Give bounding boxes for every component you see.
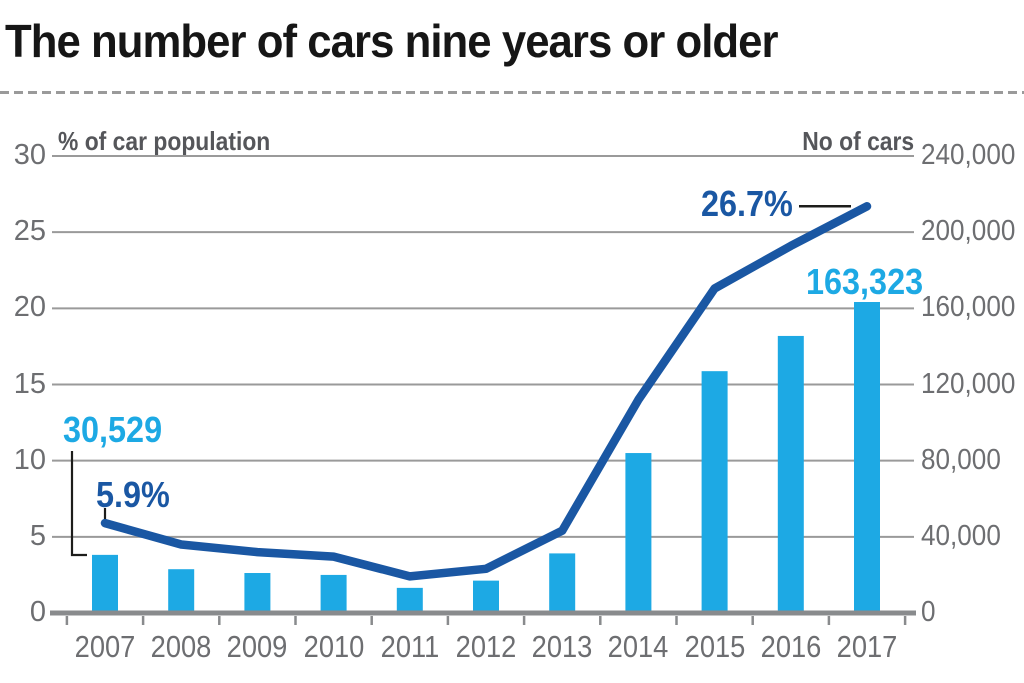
y-axis-label-right-160000: 160,000 [921,291,1016,324]
x-axis-label-2008: 2008 [150,629,212,664]
y-axis-label-right-0: 0 [921,596,936,628]
y-axis-label-left-20: 20 [13,291,46,324]
bar-2011 [396,587,423,613]
bar-2016 [777,335,804,613]
y-axis-label-left-15: 15 [13,367,46,400]
bar-2015 [701,371,728,613]
leader-bracket-30529 [70,451,87,557]
x-axis-label-2012: 2012 [455,629,517,664]
bar-2010 [320,574,347,613]
bar-2017 [854,302,880,613]
x-axis-label-2014: 2014 [608,629,669,664]
y-axis-label-right-120000: 120,000 [921,367,1016,400]
bar-2014 [625,453,652,613]
y-axis-label-right-40000: 40,000 [921,519,1001,552]
x-axis-label-2016: 2016 [760,629,822,664]
y-axis-label-right-200000: 200,000 [921,215,1016,248]
x-axis-label-2009: 2009 [227,629,288,664]
x-axis-label-2017: 2017 [836,629,898,664]
bar-2007 [92,554,118,613]
x-axis-label-2015: 2015 [684,629,745,664]
annotation-2017-cars: 163,323 [806,261,924,302]
percentage-trend-line [100,202,872,581]
y-axis-label-left-10: 10 [13,443,46,476]
right-axis-title: No of cars [802,126,914,156]
annotation-2007-percent: 5.9% [96,474,170,515]
x-axis-label-2007: 2007 [74,629,136,664]
y-axis-label-left-0: 0 [29,596,46,628]
x-axis-label-2011: 2011 [380,629,440,664]
bar-2013 [549,553,576,613]
annotation-2017-percent: 26.7% [701,183,793,224]
dashed-separator [0,91,1024,94]
bar-2012 [473,580,499,613]
y-axis-label-right-80000: 80,000 [921,443,1001,476]
x-axis-label-2010: 2010 [303,629,364,664]
x-axis-label-2013: 2013 [531,629,593,664]
bar-2009 [244,573,271,613]
y-axis-label-left-30: 30 [13,139,46,171]
left-axis-title: % of car population [58,126,271,156]
y-axis-label-left-5: 5 [29,519,46,552]
bar-2008 [168,569,195,613]
y-axis-label-left-25: 25 [13,215,46,248]
annotation-2007-cars: 30,529 [63,409,163,450]
chart-title: The number of cars nine years or older [5,15,779,67]
y-axis-label-right-240000: 240,000 [921,139,1016,171]
